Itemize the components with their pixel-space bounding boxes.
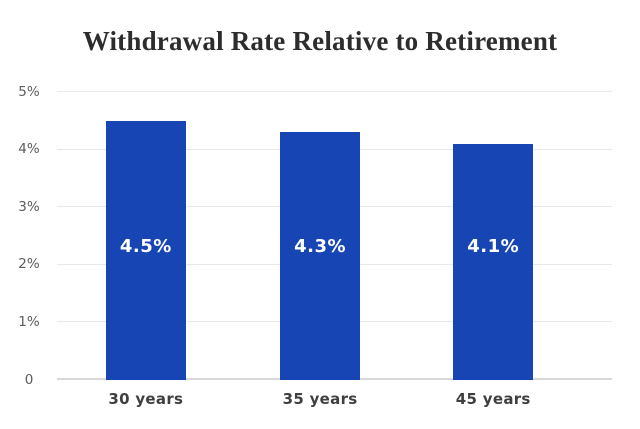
bar-value-label: 4.1%: [467, 236, 520, 257]
gridline: [57, 91, 612, 92]
y-axis: 5% 4% 3% 2% 1% 0: [6, 85, 52, 386]
bar-value-label: 4.3%: [294, 236, 347, 257]
x-axis: 30 years 35 years 45 years: [57, 392, 612, 416]
bar-45-years: 4.1%: [453, 143, 534, 380]
y-axis-tick-label: 5%: [18, 83, 40, 100]
x-axis-category-label: 45 years: [455, 390, 531, 408]
y-axis-tick-label: 2%: [18, 256, 40, 273]
bar-value-label: 4.5%: [119, 236, 172, 257]
y-axis-tick-label: 1%: [18, 313, 40, 330]
bar-35-years: 4.3%: [280, 132, 361, 380]
y-axis-tick-label: 0: [24, 371, 34, 388]
y-axis-tick-label: 4%: [18, 140, 40, 157]
y-axis-tick-label: 3%: [18, 198, 40, 215]
x-axis-category-label: 30 years: [108, 390, 184, 408]
bar-30-years: 4.5%: [105, 120, 186, 380]
chart-title: Withdrawal Rate Relative to Retirement: [82, 26, 558, 56]
plot-area: 4.5% 4.3% 4.1%: [57, 91, 612, 380]
x-axis-category-label: 35 years: [282, 390, 358, 408]
